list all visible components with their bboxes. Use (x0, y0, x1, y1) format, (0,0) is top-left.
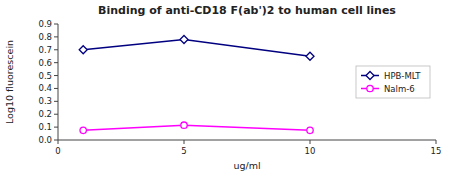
x-tick-label: 15 (431, 146, 442, 156)
series-marker (79, 46, 87, 54)
y-tick-label: 0.2 (38, 109, 52, 119)
x-tick (310, 140, 311, 144)
series-marker (80, 127, 86, 133)
y-tick-label: 0.4 (38, 83, 52, 93)
series-marker (307, 127, 313, 133)
legend-box (356, 66, 430, 98)
y-tick-label: 0.8 (38, 32, 52, 42)
y-tick (54, 36, 58, 37)
x-axis-line (58, 140, 436, 141)
y-tick (54, 140, 58, 141)
series-line (83, 39, 310, 56)
series-marker (180, 35, 188, 43)
y-tick-label: 0.7 (38, 45, 52, 55)
x-tick (58, 140, 59, 144)
y-tick (54, 127, 58, 128)
y-tick-label: 0.9 (38, 19, 52, 29)
legend-label: Nalm-6 (384, 84, 415, 94)
legend: HPB-MLT Nalm-6 (356, 66, 430, 98)
y-tick-label: 0.5 (38, 71, 52, 81)
x-tick-label: 0 (55, 146, 60, 156)
x-tick (184, 140, 185, 144)
chart: Binding of anti-CD18 F(ab')2 to human ce… (0, 0, 450, 174)
y-tick (54, 101, 58, 102)
x-tick-label: 10 (305, 146, 316, 156)
legend-marker (366, 72, 374, 80)
y-tick (54, 62, 58, 63)
series-marker (181, 122, 187, 128)
x-tick (436, 140, 437, 144)
y-axis-label: Log10 fluorescein (4, 40, 15, 124)
x-tick-label: 5 (181, 146, 186, 156)
x-axis-label: ug/ml (233, 160, 260, 171)
y-tick (54, 75, 58, 76)
y-tick-label: 0.3 (38, 96, 52, 106)
legend-marker (367, 85, 373, 91)
title: Binding of anti-CD18 F(ab')2 to human ce… (98, 4, 396, 17)
y-tick-label: 0.0 (38, 135, 52, 145)
y-tick-label: 0.6 (38, 58, 52, 68)
y-axis-line (58, 24, 59, 140)
y-tick (54, 88, 58, 89)
y-tick (54, 24, 58, 25)
series-line (83, 125, 310, 130)
y-tick (54, 49, 58, 50)
legend-label: HPB-MLT (384, 71, 421, 81)
y-tick-label: 0.1 (38, 122, 52, 132)
y-tick (54, 114, 58, 115)
plot-area (79, 35, 314, 133)
series-marker (306, 52, 314, 60)
